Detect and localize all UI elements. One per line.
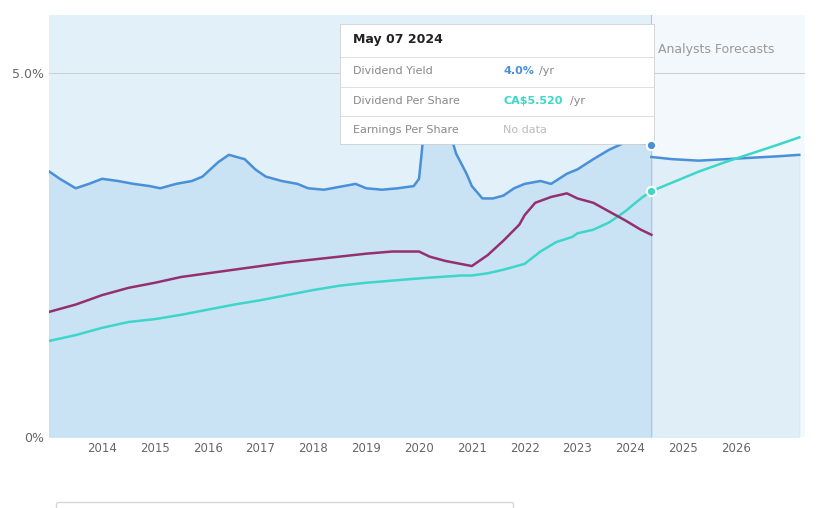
- Legend: Dividend Yield, Dividend Per Share, Earnings Per Share: Dividend Yield, Dividend Per Share, Earn…: [56, 502, 513, 508]
- Text: Analysts Forecasts: Analysts Forecasts: [658, 43, 774, 56]
- Point: [644, 141, 658, 149]
- Text: Past: Past: [617, 43, 647, 56]
- Bar: [651, 15, 805, 437]
- Point: [644, 187, 658, 195]
- Bar: [49, 15, 651, 437]
